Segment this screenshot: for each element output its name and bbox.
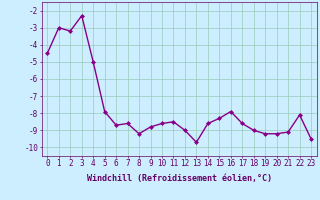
X-axis label: Windchill (Refroidissement éolien,°C): Windchill (Refroidissement éolien,°C) xyxy=(87,174,272,183)
